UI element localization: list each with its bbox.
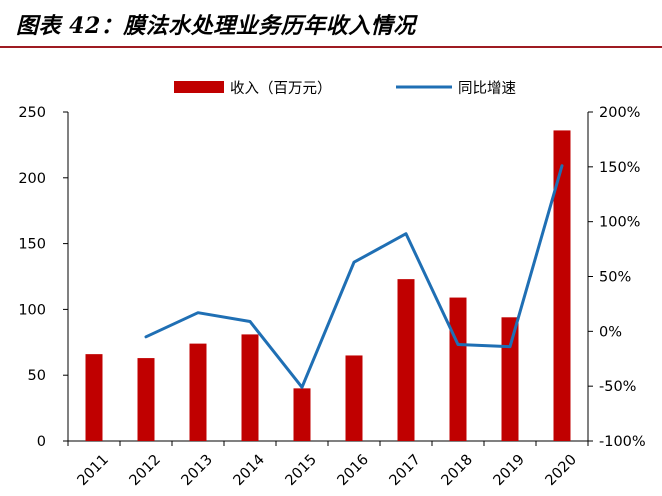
growth-point-2014 [249, 320, 251, 322]
title-underline [0, 46, 662, 48]
y-tick-label: 50 [28, 368, 46, 384]
legend-swatch-revenue [174, 81, 224, 93]
x-tick-labels: 2011 2012 2013 2014 2015 2016 2017 2018 2019 2020 [75, 452, 580, 489]
x-tick-label: 2013 [179, 452, 216, 489]
bar-2018 [449, 297, 467, 441]
y2-tick-label: 0% [599, 324, 622, 340]
bar-2011 [85, 354, 103, 441]
line-series [144, 164, 564, 389]
x-tick-label: 2014 [231, 452, 268, 489]
chart-axes: 0 50 100 150 200 250 -100% -50% 0% 50% 100% 150% 200… [18, 105, 645, 450]
y-tick-label: 250 [18, 105, 46, 121]
legend-label-growth: 同比增速 [458, 80, 516, 97]
y-tick-label: 150 [18, 237, 46, 253]
bar-series [85, 130, 571, 441]
y-tick-label: 0 [37, 434, 46, 450]
x-tick-label: 2020 [543, 452, 580, 489]
y2-tick-label: -100% [599, 434, 646, 450]
y2-tick-label: 100% [599, 215, 640, 231]
y2-tick-label: -50% [599, 379, 636, 395]
bar-2014 [241, 334, 259, 441]
bar-2016 [345, 355, 363, 441]
y-tick-label: 100 [18, 302, 46, 318]
bar-2013 [189, 343, 207, 441]
x-tick-label: 2015 [283, 452, 320, 489]
bar-2017 [397, 279, 415, 441]
y2-tick-label: 200% [599, 105, 640, 121]
growth-point-2018 [457, 343, 459, 345]
chart-legend: 收入（百万元） 同比增速 [174, 80, 516, 97]
growth-point-2020 [561, 165, 563, 167]
growth-point-2016 [353, 261, 355, 263]
y2-tick-label: 50% [599, 270, 631, 286]
chart-title: 图表 42：膜法水处理业务历年收入情况 [16, 13, 416, 39]
x-tick-label: 2017 [387, 452, 424, 489]
y2-tick-label: 150% [599, 160, 640, 176]
x-tick-label: 2012 [127, 452, 164, 489]
bar-2015 [293, 388, 311, 441]
bar-2019 [501, 317, 519, 441]
bar-2020 [553, 130, 571, 441]
growth-point-2013 [197, 312, 199, 314]
growth-point-2015 [301, 386, 303, 388]
bar-2012 [137, 358, 155, 441]
x-tick-label: 2018 [439, 452, 476, 489]
growth-point-2017 [405, 233, 407, 235]
growth-point-2012 [145, 336, 147, 338]
x-tick-label: 2011 [75, 452, 112, 489]
growth-point-2019 [509, 346, 511, 348]
x-tick-label: 2016 [335, 452, 372, 489]
legend-label-revenue: 收入（百万元） [230, 80, 332, 97]
growth-rate-line [144, 164, 564, 389]
y-tick-label: 200 [18, 171, 46, 187]
x-tick-label: 2019 [491, 452, 528, 489]
